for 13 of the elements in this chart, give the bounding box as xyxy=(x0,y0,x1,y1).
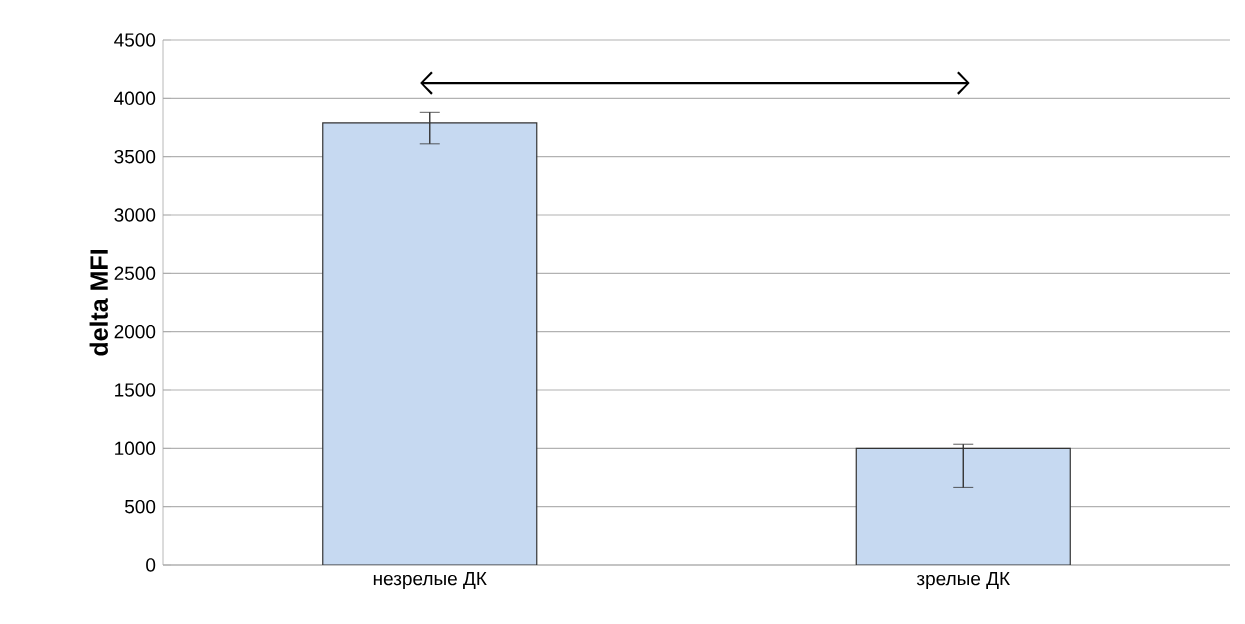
y-tick-label: 3000 xyxy=(114,208,156,222)
y-axis-title: delta MFI xyxy=(89,250,108,356)
y-tick-label: 500 xyxy=(125,499,156,514)
y-tick-label: 4000 xyxy=(114,91,156,106)
y-tick-label: 1500 xyxy=(115,383,156,397)
y-tick-label: 2500 xyxy=(114,266,156,281)
y-tick-label: 0 xyxy=(146,558,156,572)
y-tick-label: 2000 xyxy=(114,324,156,339)
y-tick-label: 1000 xyxy=(115,441,156,456)
y-tick-label: 3500 xyxy=(114,149,156,164)
x-tick-label: незрелые ДК xyxy=(373,572,487,590)
y-tick-label: 4500 xyxy=(114,33,156,47)
x-tick-label: зрелые ДК xyxy=(916,572,1010,590)
